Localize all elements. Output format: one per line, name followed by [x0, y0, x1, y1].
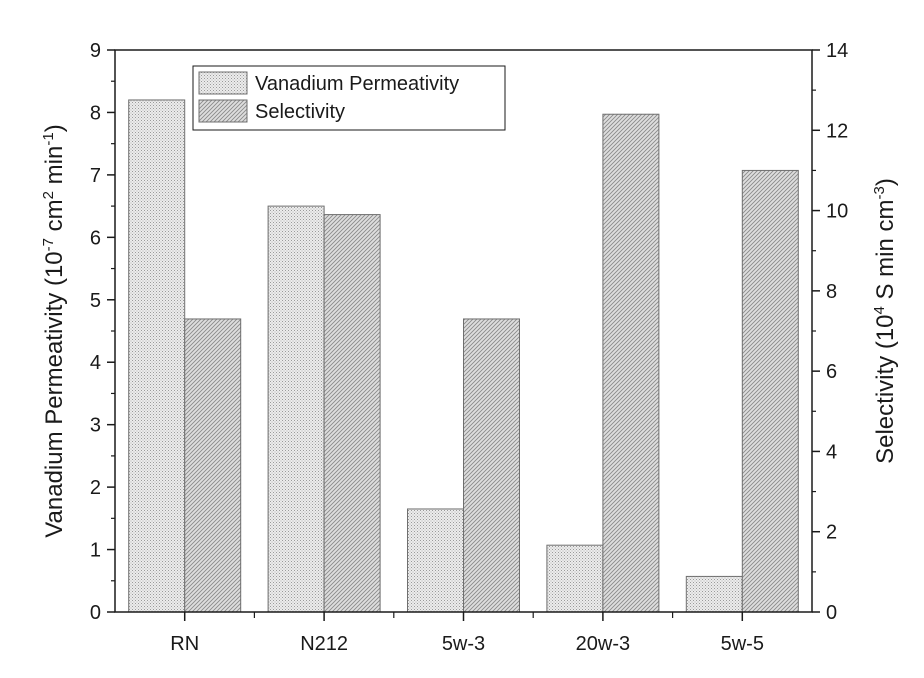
- y-left-title-part: Vanadium Permeativity (10: [41, 251, 68, 537]
- bar-permeativity-N212: [268, 206, 324, 612]
- y-left-title-superscript: 2: [40, 191, 57, 199]
- legend-label-permeativity: Vanadium Permeativity: [255, 73, 459, 95]
- y-right-tick-label: 14: [826, 40, 848, 62]
- y-left-tick-label: 4: [90, 352, 101, 374]
- legend-swatch-permeativity: [199, 72, 247, 94]
- bar-selectivity-RN: [185, 319, 241, 612]
- chart-root: 012345678902468101214RNN2125w-320w-35w-5…: [0, 0, 924, 678]
- x-tick-label-5w-3: 5w-3: [442, 633, 485, 655]
- x-tick-label-5w-5: 5w-5: [721, 633, 764, 655]
- y-right-tick-label: 10: [826, 201, 848, 223]
- y-right-axis-title: Selectivity (104 S min cm-3): [871, 178, 899, 464]
- y-right-tick-label: 0: [826, 602, 837, 624]
- y-left-tick-label: 2: [90, 477, 101, 499]
- chart-svg: 012345678902468101214RNN2125w-320w-35w-5…: [0, 0, 924, 678]
- bar-selectivity-5w-3: [464, 319, 520, 612]
- bar-permeativity-5w-5: [686, 576, 742, 612]
- y-left-tick-label: 7: [90, 165, 101, 187]
- y-right-title-superscript: 4: [871, 306, 888, 314]
- bar-permeativity-5w-3: [408, 509, 464, 612]
- bar-selectivity-5w-5: [742, 170, 798, 612]
- y-right-tick-label: 2: [826, 522, 837, 544]
- y-right-title-superscript: -3: [871, 186, 888, 199]
- legend: Vanadium Permeativity Selectivity: [193, 66, 505, 130]
- y-left-tick-label: 1: [90, 540, 101, 562]
- y-left-tick-label: 6: [90, 227, 101, 249]
- y-left-tick-label: 3: [90, 415, 101, 437]
- x-tick-label-20w-3: 20w-3: [576, 633, 630, 655]
- legend-label-selectivity: Selectivity: [255, 101, 345, 123]
- y-left-title-part: min: [41, 146, 68, 191]
- legend-swatch-selectivity: [199, 100, 247, 122]
- y-left-tick-label: 9: [90, 40, 101, 62]
- y-right-title-part: ): [872, 178, 899, 186]
- y-right-title-part: Selectivity (10: [872, 314, 899, 463]
- y-left-tick-label: 8: [90, 102, 101, 124]
- y-right-tick-label: 12: [826, 120, 848, 142]
- bar-permeativity-RN: [129, 100, 185, 612]
- y-right-tick-label: 4: [826, 441, 837, 463]
- y-left-title-part: ): [41, 124, 68, 132]
- x-tick-label-N212: N212: [300, 633, 348, 655]
- y-right-title-part: S min cm: [872, 199, 899, 306]
- bar-selectivity-N212: [324, 215, 380, 612]
- bar-selectivity-20w-3: [603, 114, 659, 612]
- y-right-tick-label: 8: [826, 281, 837, 303]
- y-left-tick-label: 5: [90, 290, 101, 312]
- y-left-axis-title: Vanadium Permeativity (10-7 cm2 min-1): [40, 124, 68, 537]
- x-tick-label-RN: RN: [170, 633, 199, 655]
- bar-permeativity-20w-3: [547, 545, 603, 612]
- y-left-title-superscript: -1: [40, 132, 57, 145]
- y-right-tick-label: 6: [826, 361, 837, 383]
- y-left-title-part: cm: [41, 199, 68, 238]
- y-left-tick-label: 0: [90, 602, 101, 624]
- bars-layer: [129, 100, 799, 612]
- y-left-title-superscript: -7: [40, 238, 57, 251]
